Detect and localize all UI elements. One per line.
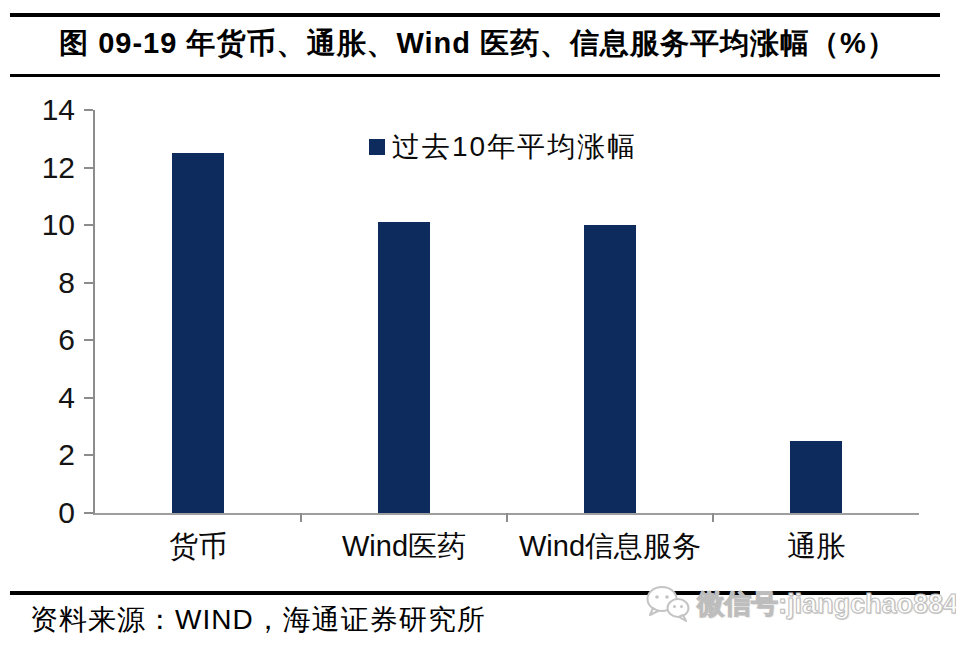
x-axis-category-label: 货币 (95, 529, 301, 563)
x-axis-category-label: 通胀 (713, 529, 919, 563)
x-axis-tick (712, 513, 714, 522)
y-axis-label: 0 (13, 496, 75, 530)
y-axis-label: 12 (13, 151, 75, 185)
wechat-icon (645, 584, 691, 624)
y-axis-tick (84, 454, 93, 456)
y-axis-label: 4 (13, 381, 75, 415)
bar-chart-plot: 过去10年平均涨幅 02468101214货币Wind医药Wind信息服务通胀 (93, 110, 919, 515)
bar (378, 222, 430, 513)
y-axis-tick (84, 109, 93, 111)
y-axis-tick (84, 224, 93, 226)
source-note: 资料来源：WIND，海通证券研究所 (30, 601, 486, 639)
x-axis-category-label: Wind医药 (301, 529, 507, 563)
legend-swatch (369, 139, 385, 155)
x-axis-tick (300, 513, 302, 522)
figure-title: 图 09-19 年货币、通胀、Wind 医药、信息服务平均涨幅（%） (0, 24, 956, 64)
y-axis-label: 2 (13, 438, 75, 472)
y-axis-label: 10 (13, 208, 75, 242)
y-axis-label: 8 (13, 266, 75, 300)
chart-legend: 过去10年平均涨幅 (369, 128, 637, 166)
y-axis-tick (84, 512, 93, 514)
y-axis-label: 14 (13, 93, 75, 127)
legend-label: 过去10年平均涨幅 (392, 128, 637, 166)
y-axis-tick (84, 282, 93, 284)
y-axis-tick (84, 339, 93, 341)
watermark: 微信号:jiangchao8848 (645, 584, 956, 624)
x-axis-category-label: Wind信息服务 (507, 529, 713, 563)
y-axis-tick (84, 397, 93, 399)
bar (172, 153, 224, 513)
watermark-text: 微信号:jiangchao8848 (697, 586, 956, 622)
bar (584, 225, 636, 513)
y-axis-label: 6 (13, 323, 75, 357)
top-rule (10, 13, 940, 17)
x-axis-tick (506, 513, 508, 522)
title-divider (10, 74, 940, 77)
y-axis-tick (84, 167, 93, 169)
bar (790, 441, 842, 513)
